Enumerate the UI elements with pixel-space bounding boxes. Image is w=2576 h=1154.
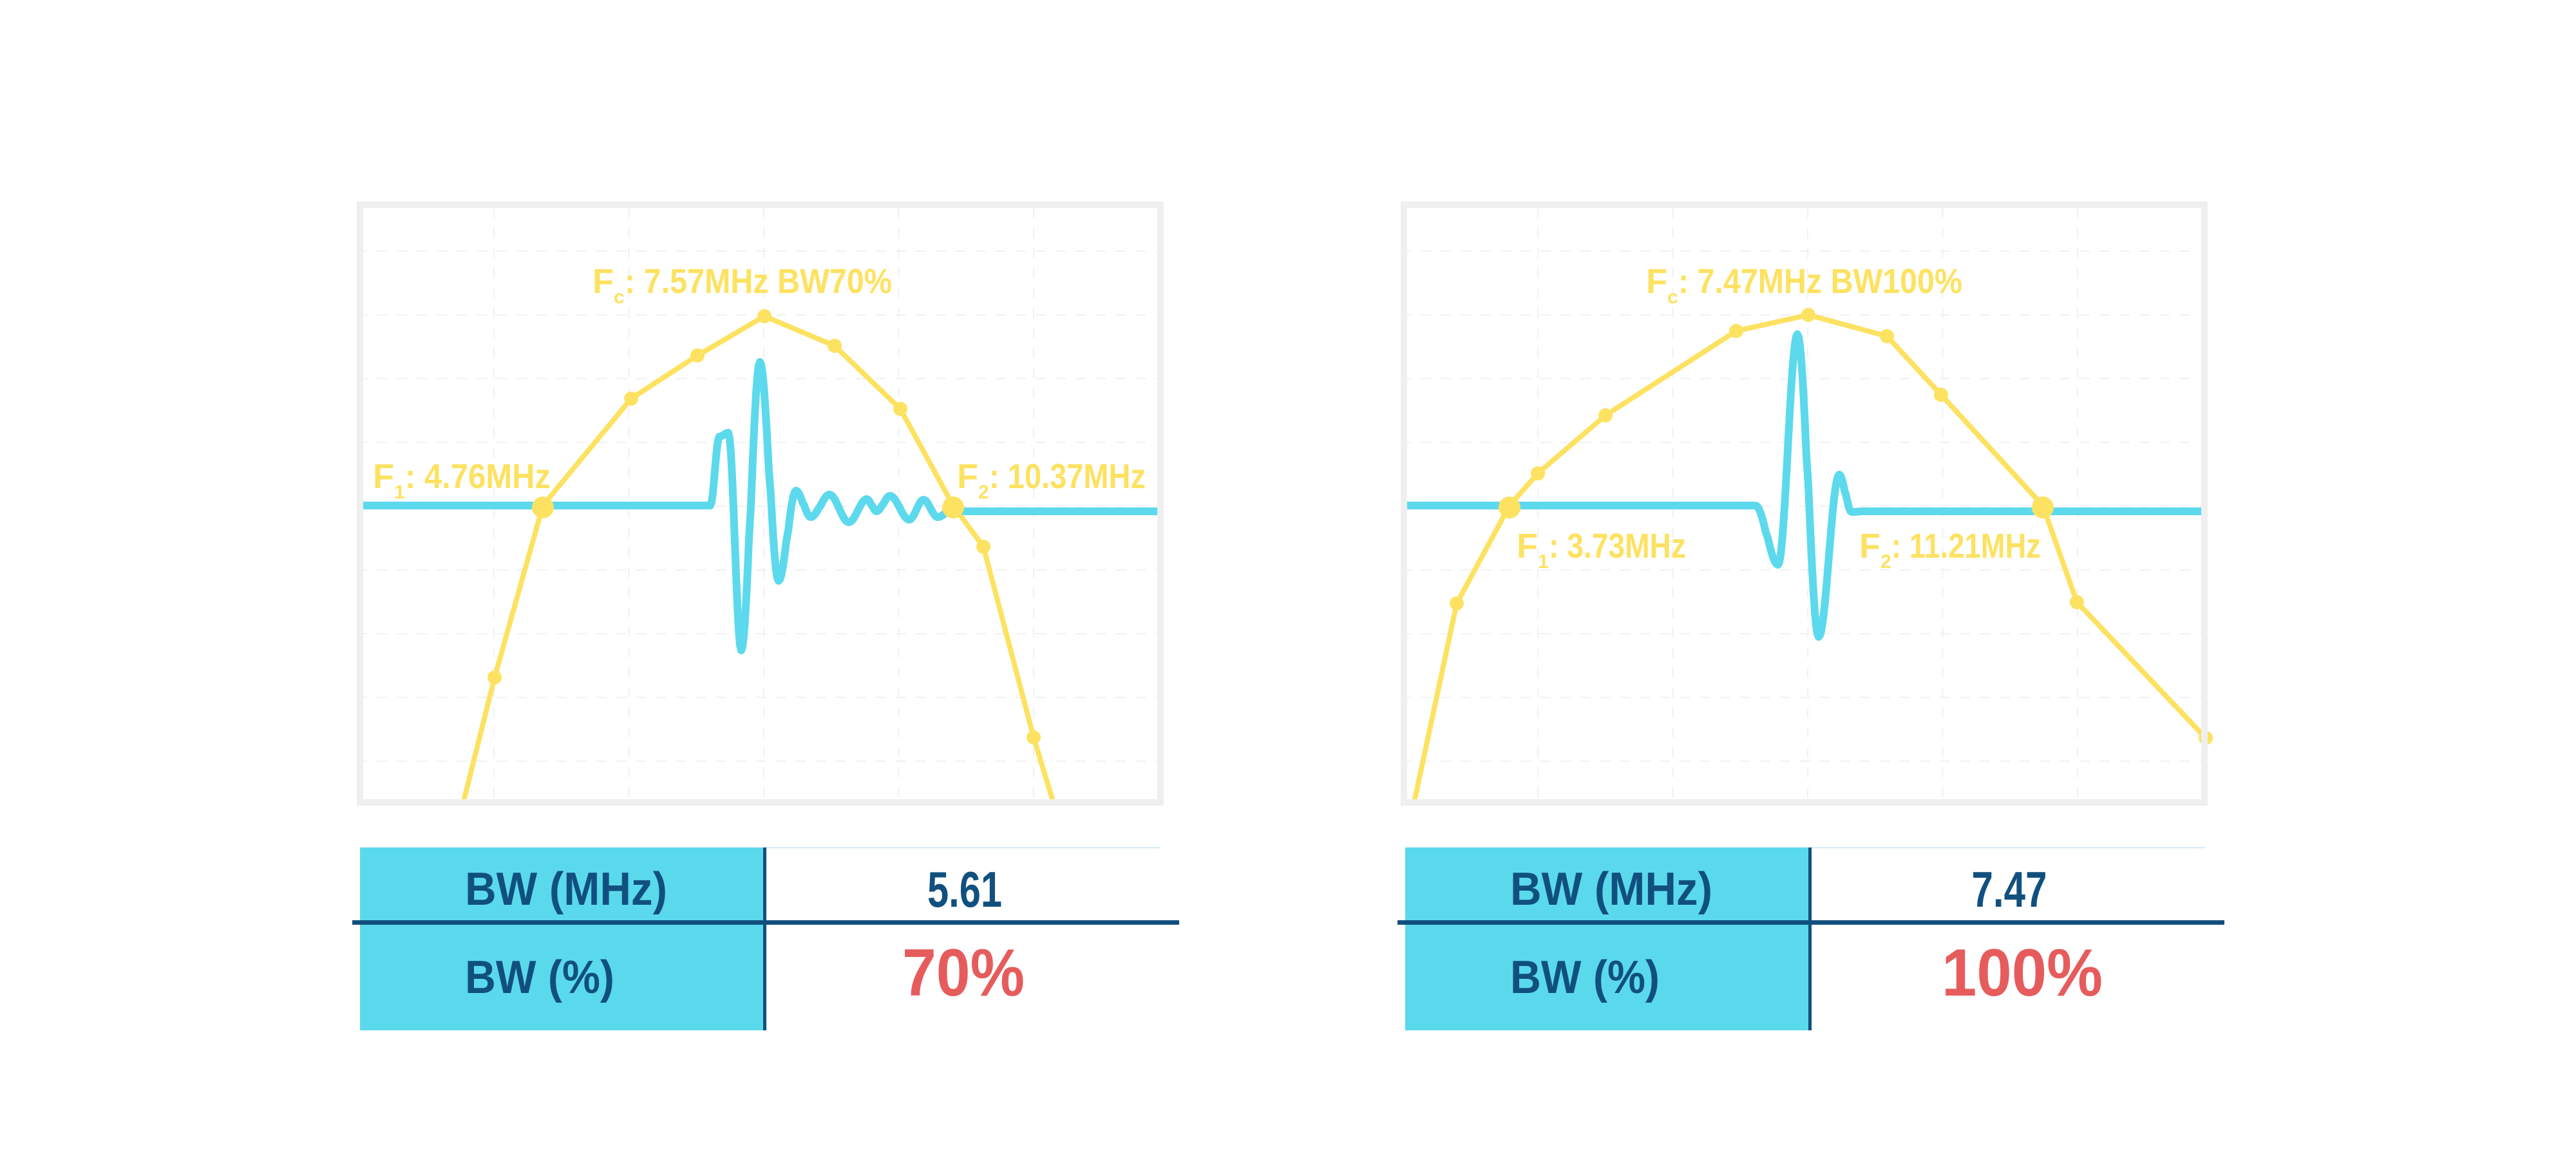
svg-text:: 7.47MHz BW100%: : 7.47MHz BW100% (1678, 262, 1962, 301)
svg-text:1: 1 (1538, 551, 1549, 572)
svg-text:F: F (1859, 527, 1880, 565)
svg-text:BW (%): BW (%) (465, 952, 614, 1003)
svg-text:: 7.57MHz BW70%: : 7.57MHz BW70% (625, 262, 892, 301)
svg-text:: 11.21MHz: : 11.21MHz (1891, 527, 2041, 565)
svg-text:F: F (1646, 262, 1667, 301)
svg-text:7.47: 7.47 (1972, 861, 2047, 918)
svg-text:F: F (373, 457, 394, 496)
svg-text:2: 2 (1880, 551, 1891, 572)
svg-text:c: c (1667, 287, 1678, 308)
svg-text:F: F (957, 457, 978, 496)
svg-text:5.61: 5.61 (927, 861, 1002, 918)
svg-text:70%: 70% (902, 936, 1025, 1010)
svg-text:: 3.73MHz: : 3.73MHz (1549, 527, 1686, 565)
svg-text:F: F (1517, 527, 1538, 565)
svg-text:1: 1 (394, 482, 405, 503)
svg-text:2: 2 (978, 482, 989, 503)
svg-text:F: F (592, 262, 614, 301)
svg-text:100%: 100% (1942, 936, 2103, 1010)
svg-text:BW (MHz): BW (MHz) (1510, 864, 1712, 915)
svg-text:BW (%): BW (%) (1510, 952, 1660, 1003)
svg-text:: 4.76MHz: : 4.76MHz (405, 457, 551, 496)
svg-text:: 10.37MHz: : 10.37MHz (989, 457, 1146, 496)
svg-text:c: c (614, 287, 625, 308)
svg-text:BW (MHz): BW (MHz) (465, 864, 667, 915)
